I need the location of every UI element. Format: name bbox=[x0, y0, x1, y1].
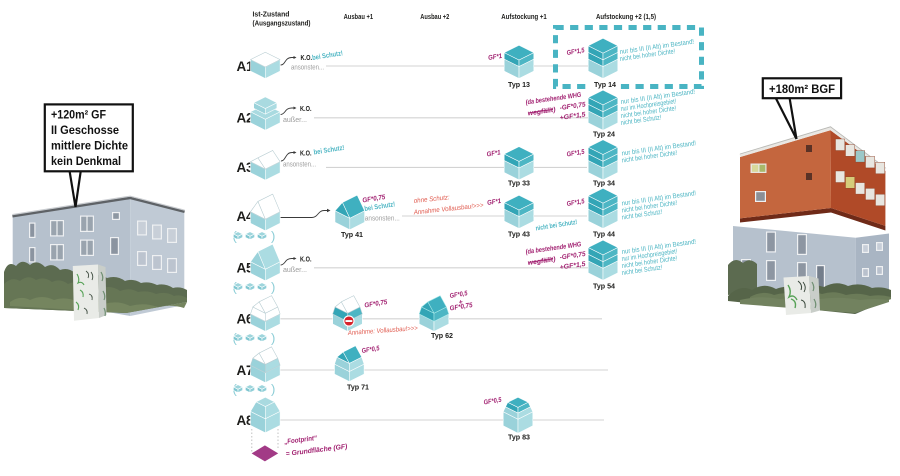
svg-text:Typ 41: Typ 41 bbox=[341, 232, 363, 239]
svg-text:K.O.: K.O. bbox=[301, 55, 313, 62]
svg-text:A4: A4 bbox=[237, 209, 254, 224]
svg-text:außer...: außer... bbox=[283, 267, 307, 274]
svg-text:„Footprint“: „Footprint“ bbox=[283, 435, 318, 446]
svg-text:): ) bbox=[271, 280, 275, 295]
svg-text:GF*1,5: GF*1,5 bbox=[566, 198, 585, 208]
svg-text:): ) bbox=[271, 382, 275, 397]
svg-text:A7: A7 bbox=[237, 363, 254, 378]
svg-text:+: + bbox=[458, 299, 463, 307]
svg-text:A5: A5 bbox=[237, 261, 254, 276]
svg-text:K.O.: K.O. bbox=[300, 151, 312, 158]
svg-text:+GF*1,5: +GF*1,5 bbox=[559, 261, 586, 272]
svg-text:GF*0,5: GF*0,5 bbox=[361, 345, 380, 355]
svg-text:bei Schutz!: bei Schutz! bbox=[313, 145, 345, 157]
svg-text:GF*1,5: GF*1,5 bbox=[566, 149, 585, 159]
svg-text:Annahme: Vollausbau!>>>: Annahme: Vollausbau!>>> bbox=[347, 325, 418, 337]
svg-text:+180m² BGF: +180m² BGF bbox=[769, 82, 835, 96]
svg-text:): ) bbox=[271, 331, 275, 346]
svg-text:ansonsten...: ansonsten... bbox=[291, 65, 324, 72]
svg-text:bei Schutz!: bei Schutz! bbox=[364, 201, 396, 213]
svg-text:GF*0,75: GF*0,75 bbox=[362, 194, 386, 205]
svg-text:): ) bbox=[271, 229, 275, 244]
svg-text:-GF*0,75: -GF*0,75 bbox=[559, 251, 586, 262]
svg-text:wegfällt): wegfällt) bbox=[527, 107, 556, 118]
svg-text:A1: A1 bbox=[237, 59, 254, 74]
svg-text:ohne Schutz:: ohne Schutz: bbox=[413, 194, 450, 205]
svg-text:GF*1,5: GF*1,5 bbox=[566, 47, 585, 57]
svg-text:GF*0,75: GF*0,75 bbox=[364, 299, 388, 310]
svg-text:GF*0,5: GF*0,5 bbox=[449, 290, 468, 300]
svg-text:A8: A8 bbox=[237, 413, 254, 428]
svg-text:Typ 54: Typ 54 bbox=[593, 284, 615, 291]
svg-text:K.O.: K.O. bbox=[300, 257, 312, 264]
svg-text:Typ 71: Typ 71 bbox=[347, 384, 369, 391]
svg-text:Typ 14: Typ 14 bbox=[594, 82, 616, 89]
svg-text:Aufstockung +1: Aufstockung +1 bbox=[501, 14, 547, 21]
svg-text:GF*0,5: GF*0,5 bbox=[483, 397, 502, 407]
svg-text:Typ 33: Typ 33 bbox=[508, 181, 530, 188]
svg-text:Typ 24: Typ 24 bbox=[593, 132, 615, 139]
svg-text:A6: A6 bbox=[237, 312, 254, 327]
svg-text:mittlere Dichte: mittlere Dichte bbox=[51, 139, 128, 152]
svg-text:GF*0,75: GF*0,75 bbox=[449, 302, 473, 313]
svg-text:GF*1: GF*1 bbox=[486, 149, 501, 158]
svg-text:Typ 83: Typ 83 bbox=[508, 435, 530, 442]
svg-text:(Ausgangszustand): (Ausgangszustand) bbox=[253, 21, 311, 28]
svg-text:Typ 34: Typ 34 bbox=[593, 181, 615, 188]
svg-text:+120m² GF: +120m² GF bbox=[51, 108, 106, 121]
svg-text:K.O.: K.O. bbox=[300, 106, 312, 113]
svg-text:GF*1: GF*1 bbox=[487, 198, 502, 207]
svg-text:Ausbau +1: Ausbau +1 bbox=[344, 14, 374, 21]
svg-text:A2: A2 bbox=[237, 111, 254, 126]
svg-text:kein Denkmal: kein Denkmal bbox=[51, 155, 121, 168]
svg-text:-GF*0,75: -GF*0,75 bbox=[559, 101, 586, 112]
svg-text:wegfällt): wegfällt) bbox=[527, 256, 556, 267]
svg-text:ansonsten...: ansonsten... bbox=[283, 162, 316, 169]
svg-text:A3: A3 bbox=[237, 160, 254, 175]
svg-text:Aufstockung +2 (1,5): Aufstockung +2 (1,5) bbox=[596, 14, 656, 21]
svg-text:Ausbau +2: Ausbau +2 bbox=[420, 14, 449, 21]
svg-text:II Geschosse: II Geschosse bbox=[51, 124, 119, 137]
svg-text:Typ 44: Typ 44 bbox=[593, 232, 615, 239]
svg-text:Ist-Zustand: Ist-Zustand bbox=[253, 12, 290, 19]
svg-text:GF*1: GF*1 bbox=[488, 53, 503, 62]
svg-text:Typ 43: Typ 43 bbox=[508, 232, 530, 239]
svg-text:bei Schutz!: bei Schutz! bbox=[312, 50, 344, 62]
svg-text:außer...: außer... bbox=[283, 117, 307, 124]
svg-text:Typ 13: Typ 13 bbox=[508, 82, 530, 89]
svg-text:ansonsten...: ansonsten... bbox=[365, 216, 400, 223]
svg-text:+GF*1,5: +GF*1,5 bbox=[559, 111, 586, 122]
svg-text:Typ 62: Typ 62 bbox=[431, 333, 453, 340]
